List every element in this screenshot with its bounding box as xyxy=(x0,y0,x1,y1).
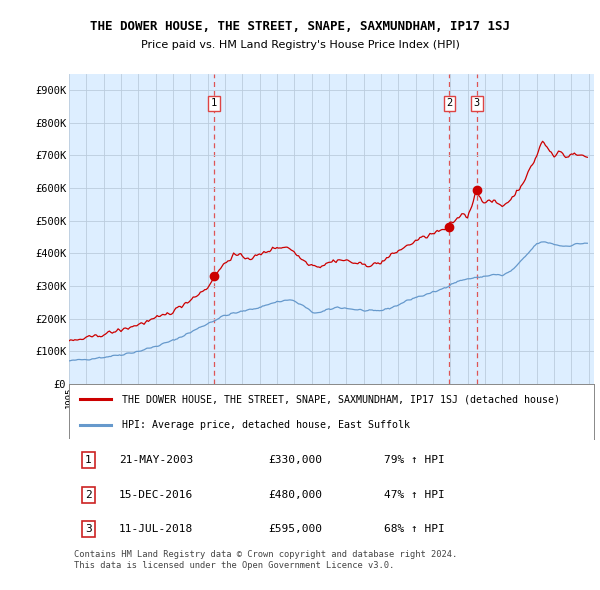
Text: 3: 3 xyxy=(474,98,480,108)
Text: 1: 1 xyxy=(211,98,217,108)
Text: 11-JUL-2018: 11-JUL-2018 xyxy=(119,525,193,535)
Text: THE DOWER HOUSE, THE STREET, SNAPE, SAXMUNDHAM, IP17 1SJ (detached house): THE DOWER HOUSE, THE STREET, SNAPE, SAXM… xyxy=(121,394,560,404)
Text: £480,000: £480,000 xyxy=(269,490,323,500)
Text: THE DOWER HOUSE, THE STREET, SNAPE, SAXMUNDHAM, IP17 1SJ: THE DOWER HOUSE, THE STREET, SNAPE, SAXM… xyxy=(90,20,510,33)
Text: £330,000: £330,000 xyxy=(269,455,323,465)
Text: 2: 2 xyxy=(446,98,452,108)
Text: 2: 2 xyxy=(85,490,92,500)
Text: 79% ↑ HPI: 79% ↑ HPI xyxy=(384,455,445,465)
Text: Price paid vs. HM Land Registry's House Price Index (HPI): Price paid vs. HM Land Registry's House … xyxy=(140,40,460,50)
Text: HPI: Average price, detached house, East Suffolk: HPI: Average price, detached house, East… xyxy=(121,420,409,430)
Text: 21-MAY-2003: 21-MAY-2003 xyxy=(119,455,193,465)
Text: 15-DEC-2016: 15-DEC-2016 xyxy=(119,490,193,500)
Text: 47% ↑ HPI: 47% ↑ HPI xyxy=(384,490,445,500)
Text: 68% ↑ HPI: 68% ↑ HPI xyxy=(384,525,445,535)
Text: Contains HM Land Registry data © Crown copyright and database right 2024.
This d: Contains HM Land Registry data © Crown c… xyxy=(74,550,458,570)
Text: 3: 3 xyxy=(85,525,92,535)
Text: 1: 1 xyxy=(85,455,92,465)
Text: £595,000: £595,000 xyxy=(269,525,323,535)
